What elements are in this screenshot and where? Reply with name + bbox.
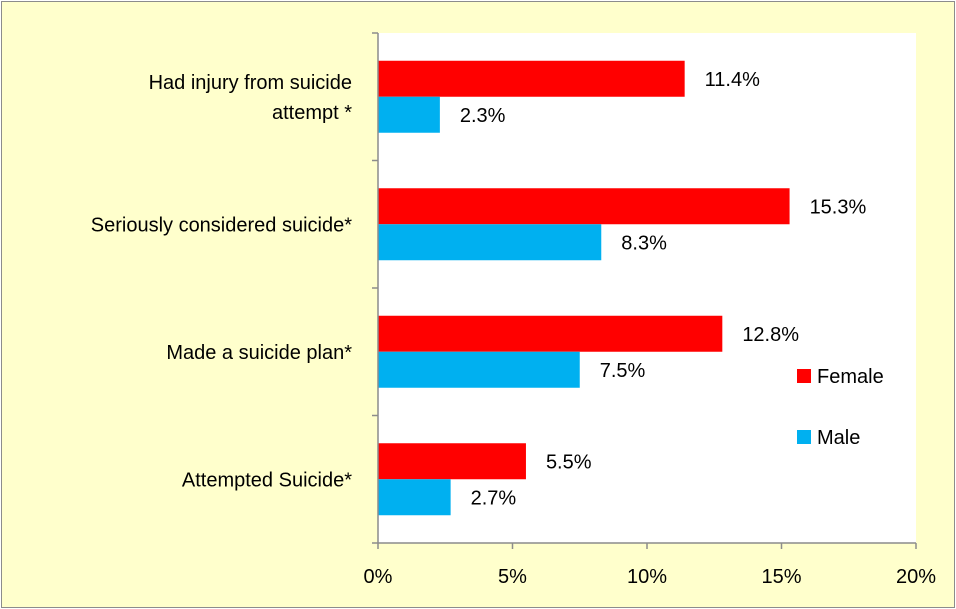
x-tick-label-3: 15% <box>761 566 801 588</box>
data-label-male-1: 8.3% <box>621 232 667 254</box>
x-tick-label-4: 20% <box>896 566 936 588</box>
data-label-male-3: 2.7% <box>471 487 517 509</box>
bar-male-1 <box>378 224 602 261</box>
bar-female-0 <box>378 60 685 97</box>
category-label-3-0: Attempted Suicide* <box>182 469 352 491</box>
bar-male-3 <box>378 479 451 516</box>
data-label-female-1: 15.3% <box>810 196 867 218</box>
category-label-0-1: attempt * <box>272 102 352 124</box>
category-label-2-0: Made a suicide plan* <box>166 342 352 364</box>
legend-label-female: Female <box>817 366 884 388</box>
legend-swatch-female <box>797 369 811 383</box>
data-label-female-3: 5.5% <box>546 451 592 473</box>
bar-female-3 <box>378 443 526 480</box>
legend-swatch-male <box>797 430 811 444</box>
data-label-female-2: 12.8% <box>742 324 799 346</box>
bar-female-2 <box>378 315 723 352</box>
data-label-male-0: 2.3% <box>460 105 506 127</box>
bar-male-0 <box>378 96 440 133</box>
bar-male-2 <box>378 351 580 388</box>
x-tick-label-1: 5% <box>498 566 527 588</box>
data-label-male-2: 7.5% <box>600 360 646 382</box>
bar-female-1 <box>378 188 790 225</box>
legend-label-male: Male <box>817 427 860 449</box>
data-label-female-0: 11.4% <box>705 69 760 91</box>
x-tick-label-2: 10% <box>627 566 667 588</box>
category-label-1-0: Seriously considered suicide* <box>91 214 352 236</box>
x-tick-label-0: 0% <box>364 566 393 588</box>
category-label-0-0: Had injury from suicide <box>149 72 352 94</box>
